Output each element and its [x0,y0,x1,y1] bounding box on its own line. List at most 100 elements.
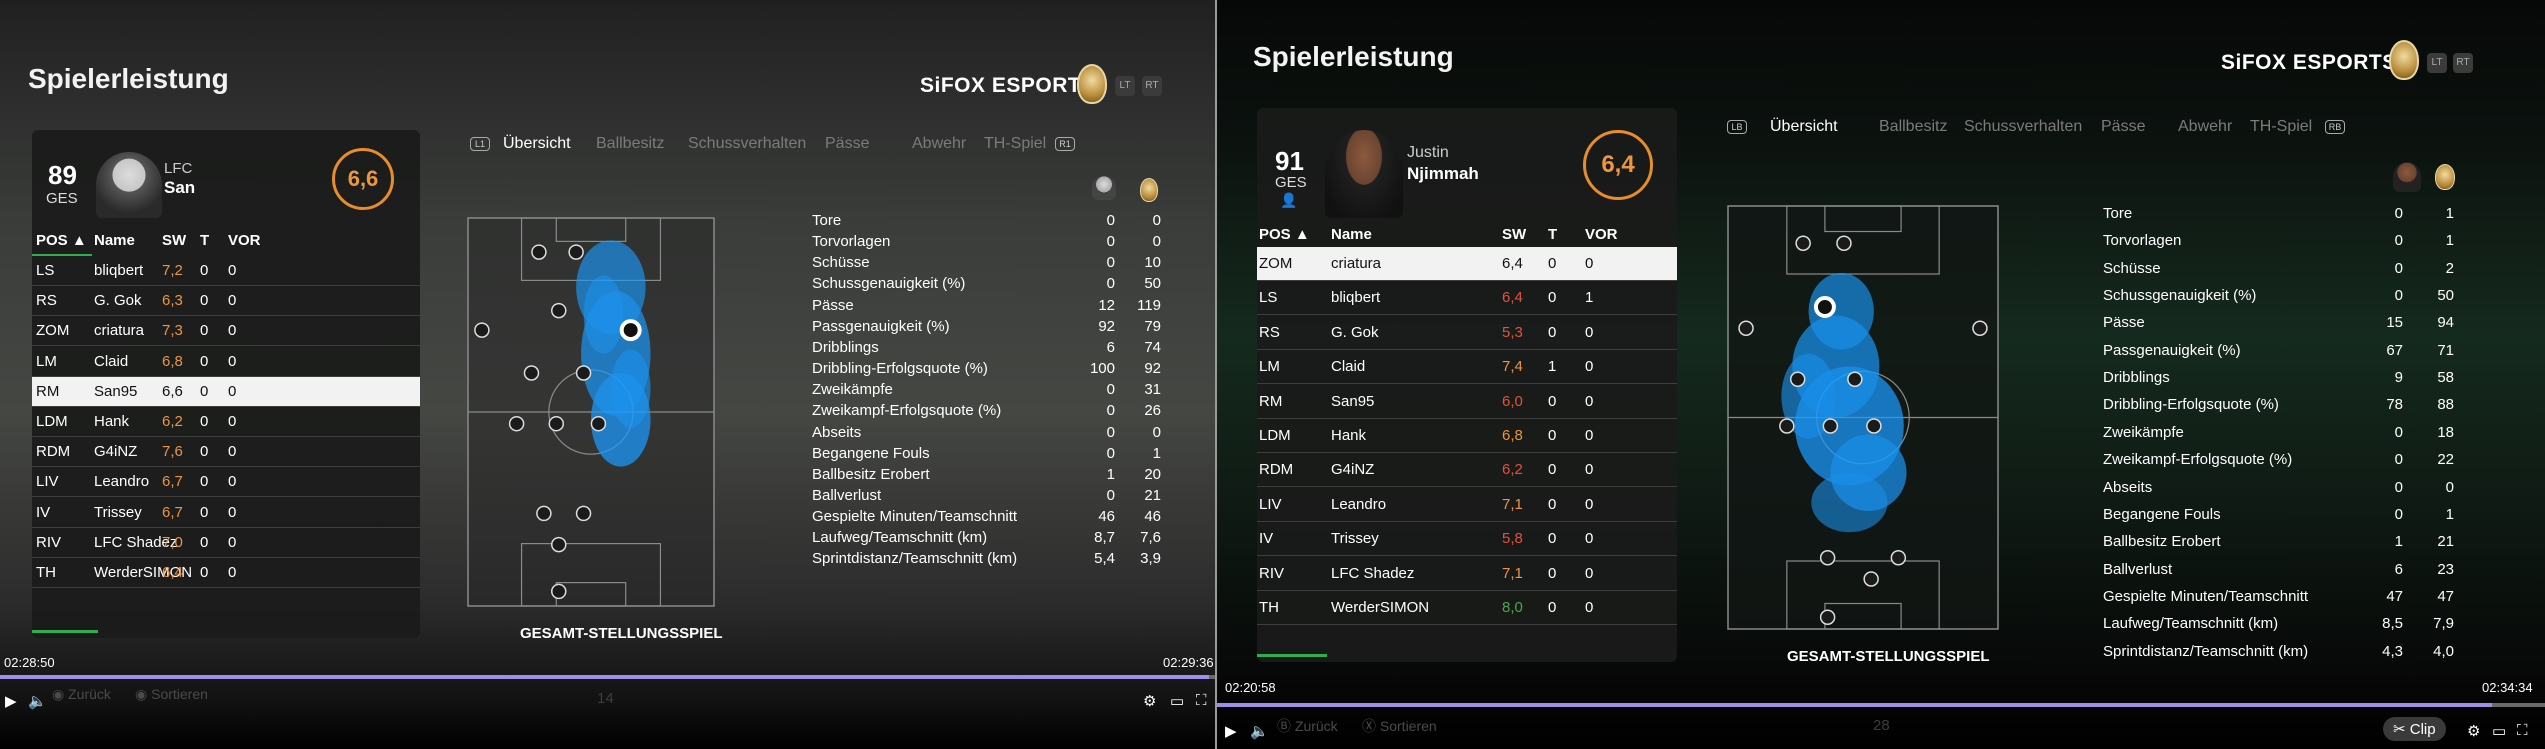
tab-2[interactable]: Schussverhalten [1964,118,2083,135]
settings-gear-icon[interactable]: ⚙ [1143,693,1157,710]
player-position-dot [523,365,540,381]
tab-5[interactable]: TH-Spiel [984,135,1047,152]
tab-0[interactable]: Übersicht [1770,118,1838,135]
stat-team-value: 21 [2437,533,2454,551]
cell-sw: 7,0 [162,533,183,551]
table-row[interactable]: LS bliqbert 6,4 0 1 [1257,281,1677,316]
tab-bar: LB Übersicht Ballbesitz Schussverhalten Päss… [1727,118,2407,138]
volume-icon[interactable]: 🔈 [28,693,47,710]
table-row[interactable]: TH WerderSIMON 6,4 0 0 [32,558,420,588]
stat-label: Sprintdistanz/Teamschnitt (km) [812,550,1018,568]
cell-t: 0 [200,564,209,581]
stat-label: Torvorlagen [2103,232,2182,250]
play-icon[interactable]: ▶ [5,693,17,710]
video-total-time: 02:34:34 [2482,680,2533,695]
column-header-0[interactable]: POS ▲ [36,232,87,249]
cell-name: Claid [94,352,129,370]
stat-row: Laufweg/Teamschnitt (km) 8,5 7,9 [2103,610,2458,637]
cell-pos: RM [1259,392,1283,410]
column-header-4[interactable]: VOR [1585,226,1618,243]
theater-mode-icon[interactable]: ▭ [1170,693,1185,710]
tab-4[interactable]: Abwehr [912,135,967,152]
column-header-3[interactable]: T [1548,226,1558,243]
fullscreen-icon[interactable]: ⛶ [2517,722,2528,739]
play-icon[interactable]: ▶ [1225,723,1237,740]
table-row[interactable]: ZOM criatura 6,4 0 0 [1257,247,1677,281]
table-row[interactable]: LM Claid 6,8 0 0 [32,347,420,377]
table-row[interactable]: RS G. Gok 6,3 0 0 [32,286,420,317]
cell-name: LFC Shadez [1331,564,1415,582]
table-row[interactable]: RDM G4iNZ 7,6 0 0 [32,437,420,468]
table-row[interactable]: LIV Leandro 7,1 0 0 [1257,488,1677,522]
table-row[interactable]: RIV LFC Shadez 7,1 0 0 [1257,557,1677,591]
table-row[interactable]: IV Trissey 5,8 0 0 [1257,522,1677,557]
tab-1[interactable]: Ballbesitz [1879,118,1948,135]
stat-player-value: 0 [1106,254,1115,272]
stat-label: Zweikampf-Erfolgsquote (%) [2103,451,2293,469]
table-row[interactable]: RIV LFC Shadez 7,0 0 0 [32,528,420,558]
cell-name: San95 [1331,392,1375,410]
cell-name: San95 [94,382,138,400]
table-row[interactable]: RS G. Gok 5,3 0 0 [1257,316,1677,350]
tab-prev-button[interactable]: LB [1727,120,1747,134]
stat-label: Dribbling-Erfolgsquote (%) [812,360,988,378]
table-row[interactable]: LIV Leandro 6,7 0 0 [32,467,420,498]
stat-row: Gespielte Minuten/Teamschnitt 47 47 [2103,583,2458,610]
volume-icon[interactable]: 🔈 [1250,723,1269,740]
team-compare-badge-icon [2435,164,2455,190]
column-header-2[interactable]: SW [1502,226,1527,243]
cell-vor: 0 [1585,461,1594,479]
table-row[interactable]: RDM G4iNZ 6,2 0 0 [1257,453,1677,488]
table-row[interactable]: LS bliqbert 7,2 0 0 [32,256,420,286]
stat-player-value: 100 [1089,360,1115,378]
stat-row: Ballbesitz Erobert 1 20 [812,464,1162,485]
cell-t: 0 [200,262,209,279]
tab-3[interactable]: Pässe [2101,118,2146,135]
fullscreen-icon[interactable]: ⛶ [1196,692,1207,709]
lt-button-icon: LT [2427,53,2447,73]
tab-1[interactable]: Ballbesitz [596,135,665,152]
table-row[interactable]: LM Claid 7,4 1 0 [1257,350,1677,385]
column-header-0[interactable]: POS ▲ [1259,226,1310,243]
cell-pos: RDM [1259,461,1294,479]
stat-label: Ballbesitz Erobert [812,465,930,483]
team-compare-badge-icon [1140,178,1158,202]
tab-5[interactable]: TH-Spiel [2250,118,2313,135]
tab-2[interactable]: Schussverhalten [688,135,807,152]
table-row[interactable]: RM San95 6,0 0 0 [1257,385,1677,419]
column-header-2[interactable]: SW [162,232,187,249]
settings-gear-icon[interactable]: ⚙ [2467,723,2481,740]
tab-prev-button[interactable]: L1 [470,137,490,151]
panel-divider [1215,0,1217,749]
table-row[interactable]: LDM Hank 6,2 0 0 [32,407,420,437]
cell-vor: 0 [1585,530,1594,548]
table-row[interactable]: ZOM criatura 7,3 0 0 [32,316,420,347]
stat-label: Schüsse [812,254,870,272]
clip-button[interactable]: ✂ Clip [2383,717,2446,741]
stat-player-value: 0 [1106,275,1115,293]
column-header-1[interactable]: Name [94,232,135,249]
row-divider [32,285,420,286]
stat-team-value: 3,9 [1140,550,1161,568]
cell-sw: 7,2 [162,262,183,279]
column-header-3[interactable]: T [200,232,210,249]
player-last-name: Njimmah [1407,164,1479,183]
stat-team-value: 79 [1144,317,1161,335]
tab-next-button[interactable]: R1 [1055,137,1075,151]
table-row[interactable]: LDM Hank 6,8 0 0 [1257,419,1677,453]
stat-row: Passgenauigkeit (%) 67 71 [2103,337,2458,364]
cell-sw: 6,7 [162,473,183,491]
table-row[interactable]: TH WerderSIMON 8,0 0 0 [1257,591,1677,625]
column-header-4[interactable]: VOR [228,232,261,249]
player-position-dot [548,415,565,432]
tab-0[interactable]: Übersicht [503,135,571,152]
theater-mode-icon[interactable]: ▭ [2492,723,2507,740]
tab-4[interactable]: Abwehr [2178,118,2233,135]
player-avatar [96,152,162,218]
tab-next-button[interactable]: RB [2325,120,2345,134]
table-row[interactable]: IV Trissey 6,7 0 0 [32,498,420,528]
column-header-1[interactable]: Name [1331,226,1372,243]
overall-label: GES [46,190,78,207]
table-row[interactable]: RM San95 6,6 0 0 [32,376,420,407]
tab-3[interactable]: Pässe [825,135,870,152]
